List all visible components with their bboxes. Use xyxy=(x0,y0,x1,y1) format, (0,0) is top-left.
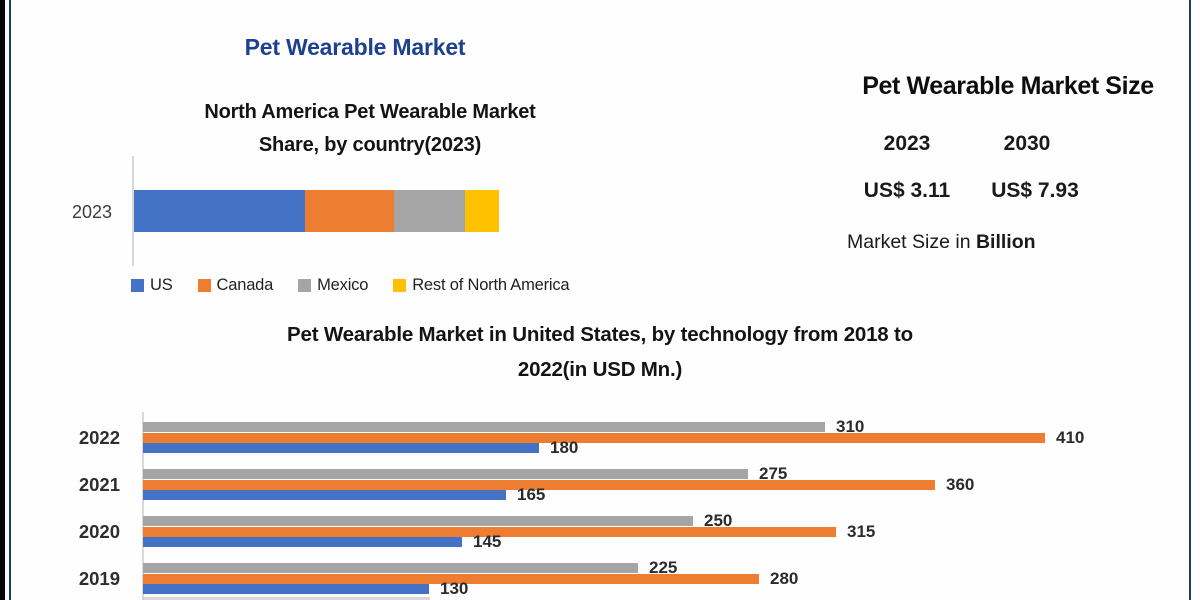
us-tech-value-label-orange-series-2019: 280 xyxy=(770,568,799,588)
us-tech-category-label-2019: 2019 xyxy=(78,567,120,589)
us-tech-bar-blue-series-2019 xyxy=(143,584,429,594)
market-size-value-2030: US$ 7.93 xyxy=(991,179,1079,202)
frame-left-navy-border xyxy=(9,0,11,600)
market-size-unit-note-regular: Market Size in xyxy=(847,231,976,253)
stacked-segment-rest-of-north-america xyxy=(464,190,499,232)
market-size-panel-title: Pet Wearable Market Size xyxy=(862,72,1154,100)
na-share-chart-title-line2: Share, by country(2023) xyxy=(258,134,482,156)
us-tech-value-label-blue-series-2019: 130 xyxy=(440,579,469,598)
na-share-category-label: 2023 xyxy=(71,202,112,222)
stacked-segment-canada xyxy=(304,190,394,232)
us-tech-bar-blue-series-2022 xyxy=(143,443,539,453)
us-tech-bar-blue-series-2021 xyxy=(143,490,506,500)
us-tech-chart-title: Pet Wearable Market in United States, by… xyxy=(150,317,1050,387)
us-tech-bar-gray-series-2019 xyxy=(143,563,638,573)
us-tech-y-axis-line xyxy=(142,412,144,600)
us-tech-bar-gray-series-2020 xyxy=(143,516,693,526)
us-tech-value-label-gray-series-2022: 310 xyxy=(836,417,865,436)
na-share-chart-title: North America Pet Wearable Market Share,… xyxy=(120,96,620,162)
us-tech-bar-orange-series-2022 xyxy=(143,432,1045,443)
us-tech-value-label-orange-series-2022: 410 xyxy=(1056,427,1085,447)
us-tech-bar-blue-series-2020 xyxy=(143,537,462,547)
market-size-year-2030: 2030 xyxy=(1003,132,1051,155)
legend-item-canada: Canada xyxy=(197,276,274,295)
market-size-year-2023: 2023 xyxy=(883,132,931,155)
legend-swatch-icon-rest-of-north-america xyxy=(393,279,407,292)
na-share-legend: US Canada Mexico Rest of North America xyxy=(131,276,570,295)
na-share-chart-title-line1: North America Pet Wearable Market xyxy=(204,101,536,123)
us-tech-value-label-orange-series-2020: 315 xyxy=(847,521,876,541)
legend-swatch-icon-canada xyxy=(197,279,211,292)
legend-label-canada: Canada xyxy=(216,276,274,294)
market-size-value-2023: US$ 3.11 xyxy=(863,179,951,202)
us-tech-value-label-blue-series-2022: 180 xyxy=(550,438,579,457)
legend-item-us: US xyxy=(131,276,173,295)
us-tech-bar-orange-series-2019 xyxy=(143,573,759,584)
us-tech-value-label-blue-series-2021: 165 xyxy=(517,485,546,504)
us-tech-value-label-gray-series-2021: 275 xyxy=(759,464,788,483)
legend-label-rest-of-north-america: Rest of North America xyxy=(412,276,570,294)
us-tech-bar-gray-series-2021 xyxy=(143,469,748,479)
frame-right-navy-border xyxy=(1189,0,1191,600)
legend-swatch-icon-us xyxy=(131,279,144,292)
legend-swatch-icon-mexico xyxy=(298,279,312,292)
legend-item-mexico: Mexico xyxy=(298,276,368,295)
market-size-unit-note-bold: Billion xyxy=(975,231,1036,253)
us-tech-bar-orange-series-2020 xyxy=(143,526,836,537)
market-size-unit-note: Market Size in Billion xyxy=(847,231,1167,254)
stacked-segment-us xyxy=(134,190,305,232)
us-tech-2018-partial-bar xyxy=(143,597,430,600)
legend-label-us: US xyxy=(150,276,173,294)
us-tech-category-label-2020: 2020 xyxy=(78,520,120,542)
us-tech-value-label-blue-series-2020: 145 xyxy=(473,532,502,551)
us-tech-category-label-2021: 2021 xyxy=(78,473,120,495)
us-tech-value-label-gray-series-2019: 225 xyxy=(649,558,678,577)
na-share-y-axis-line xyxy=(132,156,134,266)
us-tech-chart-title-line1: Pet Wearable Market in United States, by… xyxy=(287,323,913,346)
legend-label-mexico: Mexico xyxy=(317,276,369,294)
us-tech-bar-gray-series-2022 xyxy=(143,422,825,432)
us-tech-bar-orange-series-2021 xyxy=(143,479,935,490)
us-tech-value-label-orange-series-2021: 360 xyxy=(946,474,975,494)
page-title: Pet Wearable Market xyxy=(244,34,466,60)
na-share-stacked-bar xyxy=(134,190,499,232)
stacked-segment-mexico xyxy=(393,190,465,232)
us-tech-category-label-2022: 2022 xyxy=(78,426,120,448)
legend-item-rest-of-north-america: Rest of North America xyxy=(393,276,570,295)
us-tech-value-label-gray-series-2020: 250 xyxy=(704,511,733,530)
frame-left-black-edge xyxy=(0,0,5,600)
us-tech-chart-title-line2: 2022(in USD Mn.) xyxy=(517,358,683,381)
